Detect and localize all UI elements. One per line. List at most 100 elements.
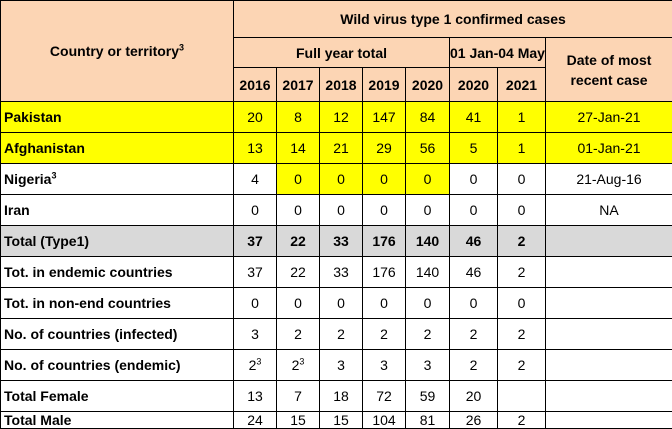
- value-cell: 84: [406, 102, 450, 133]
- value-cell: [498, 381, 546, 412]
- value-cell: 0: [234, 288, 277, 319]
- value-cell: 0: [320, 288, 363, 319]
- value-cell: 33: [320, 257, 363, 288]
- value-cell: 20: [234, 102, 277, 133]
- value-cell: 147: [363, 102, 406, 133]
- year-header: 2017: [277, 68, 320, 102]
- value-cell: 33: [320, 226, 363, 257]
- row-label: Afghanistan: [1, 133, 234, 164]
- value-cell: 46: [450, 226, 498, 257]
- recent-case-date: 21-Aug-16: [546, 164, 672, 195]
- year-header: 2020: [406, 68, 450, 102]
- value-cell: 2: [498, 319, 546, 350]
- year-header: 2021: [498, 68, 546, 102]
- value-cell: 29: [363, 133, 406, 164]
- value-cell: 22: [277, 257, 320, 288]
- value-cell: 0: [363, 164, 406, 195]
- value-cell: 56: [406, 133, 450, 164]
- value-cell: 2: [498, 350, 546, 381]
- value-cell: 2: [450, 319, 498, 350]
- row-label: No. of countries (infected): [1, 319, 234, 350]
- value-cell: 140: [406, 226, 450, 257]
- value-cell: 2: [406, 319, 450, 350]
- recent-case-date: [546, 381, 672, 412]
- value-cell: 1: [498, 102, 546, 133]
- value-cell: 13: [234, 133, 277, 164]
- recent-case-date: [546, 319, 672, 350]
- value-cell: 23: [234, 350, 277, 381]
- value-cell: 5: [450, 133, 498, 164]
- row-label: Total Female: [1, 381, 234, 412]
- wild-virus-header: Wild virus type 1 confirmed cases: [234, 1, 672, 38]
- value-cell: 4: [234, 164, 277, 195]
- value-cell: 140: [406, 257, 450, 288]
- row-label: No. of countries (endemic): [1, 350, 234, 381]
- year-header: 2019: [363, 68, 406, 102]
- recent-case-date: [546, 257, 672, 288]
- value-cell: 1: [498, 133, 546, 164]
- value-cell: 59: [406, 381, 450, 412]
- recent-case-date: [546, 226, 672, 257]
- value-cell: 0: [277, 164, 320, 195]
- value-cell: 14: [277, 133, 320, 164]
- country-column-header: Country or territory3: [1, 1, 234, 102]
- value-cell: 7: [277, 381, 320, 412]
- value-cell: 0: [320, 195, 363, 226]
- value-cell: 0: [363, 195, 406, 226]
- value-cell: 0: [320, 164, 363, 195]
- year-header: 2018: [320, 68, 363, 102]
- row-label: Nigeria3: [1, 164, 234, 195]
- value-cell: 0: [450, 288, 498, 319]
- value-cell: 0: [498, 164, 546, 195]
- period-header: 01 Jan-04 May1: [450, 38, 546, 68]
- row-label: Total (Type1): [1, 226, 234, 257]
- recent-case-date: [546, 350, 672, 381]
- value-cell: 0: [406, 164, 450, 195]
- value-cell: 3: [363, 350, 406, 381]
- value-cell: 0: [406, 195, 450, 226]
- value-cell: 2: [450, 350, 498, 381]
- recent-case-date: 01-Jan-21: [546, 133, 672, 164]
- value-cell: 0: [406, 288, 450, 319]
- row-label: Iran: [1, 195, 234, 226]
- value-cell: 3: [320, 350, 363, 381]
- value-cell: 72: [363, 381, 406, 412]
- recent-case-date: 27-Jan-21: [546, 102, 672, 133]
- value-cell: 2: [498, 226, 546, 257]
- value-cell: 22: [277, 226, 320, 257]
- value-cell: 3: [406, 350, 450, 381]
- year-header: 2020: [450, 68, 498, 102]
- value-cell: 0: [450, 195, 498, 226]
- full-year-header: Full year total: [234, 38, 450, 68]
- value-cell: 23: [277, 350, 320, 381]
- recent-case-date: [546, 288, 672, 319]
- value-cell: 13: [234, 381, 277, 412]
- value-cell: 0: [277, 195, 320, 226]
- value-cell: 176: [363, 257, 406, 288]
- value-cell: 46: [450, 257, 498, 288]
- value-cell: 18: [320, 381, 363, 412]
- value-cell: 176: [363, 226, 406, 257]
- value-cell: 3: [234, 319, 277, 350]
- value-cell: 41: [450, 102, 498, 133]
- value-cell: 37: [234, 257, 277, 288]
- value-cell: 20: [450, 381, 498, 412]
- value-cell: 2: [363, 319, 406, 350]
- row-label: Tot. in endemic countries: [1, 257, 234, 288]
- row-label: Tot. in non-end countries: [1, 288, 234, 319]
- value-cell: 2: [320, 319, 363, 350]
- value-cell: 2: [498, 257, 546, 288]
- recent-case-date: NA: [546, 195, 672, 226]
- value-cell: 0: [234, 195, 277, 226]
- value-cell: 8: [277, 102, 320, 133]
